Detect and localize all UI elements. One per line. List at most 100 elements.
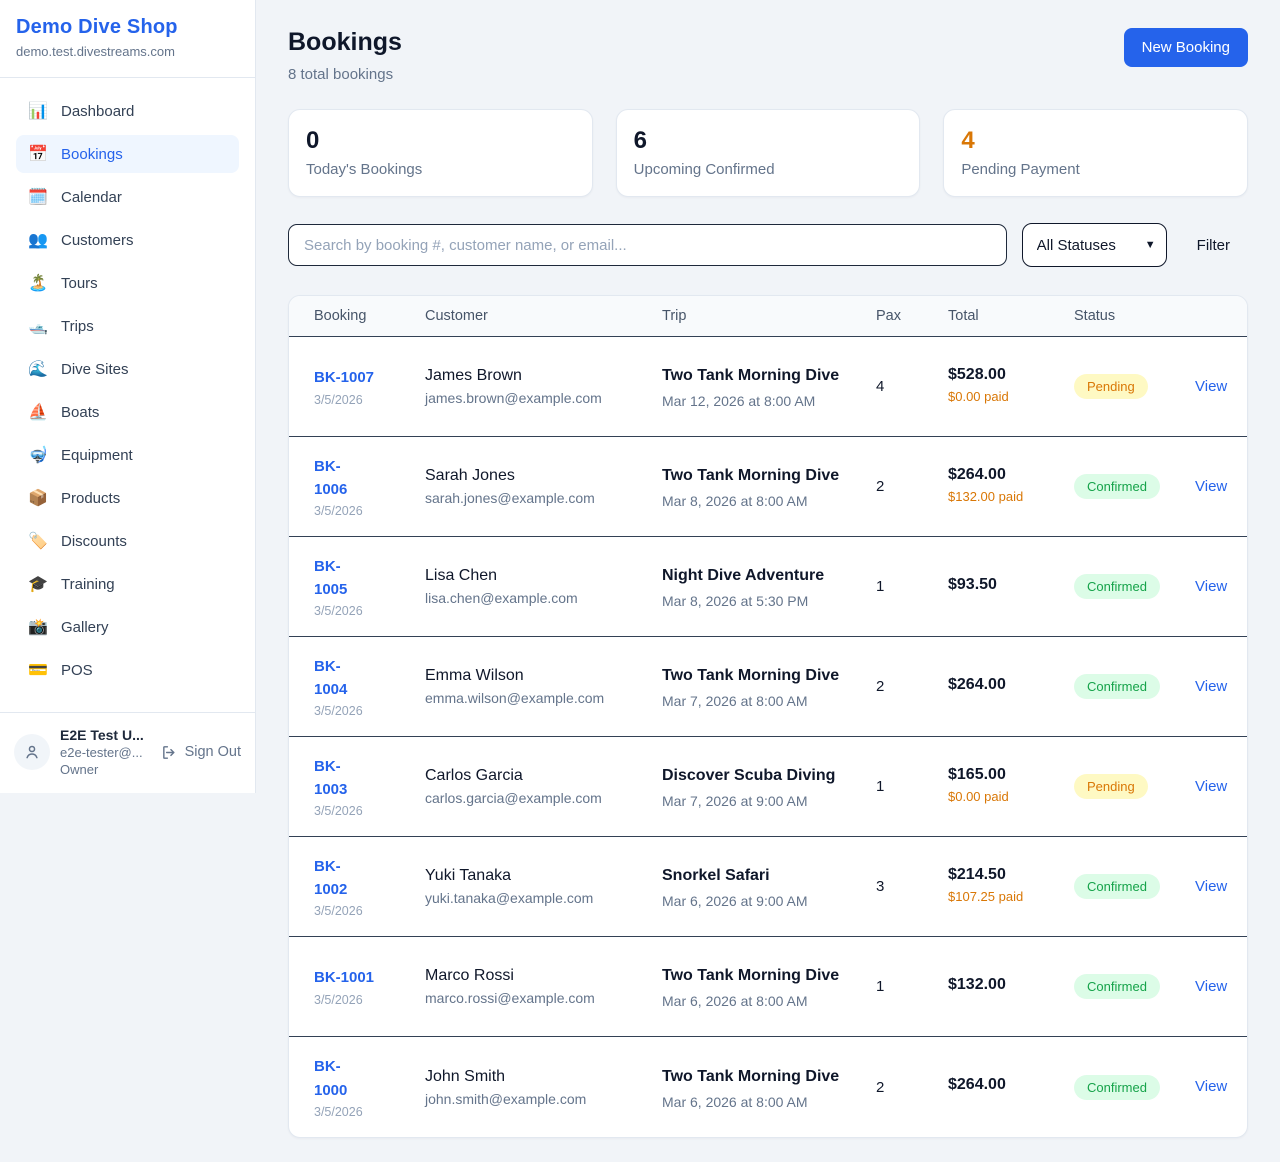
status-badge: Pending [1074,374,1148,399]
view-link[interactable]: View [1195,777,1228,795]
graduation-cap-icon: 🎓 [28,576,48,593]
sidebar-nav-item[interactable]: 👥 Customers [16,221,239,259]
customer-email: carlos.garcia@example.com [425,790,602,806]
total-amount: $528.00 [948,366,1006,384]
sidebar-nav-item[interactable]: 🌊 Dive Sites [16,350,239,388]
sidebar-nav-item[interactable]: 📸 Gallery [16,608,239,646]
booking-cell: BK- 1002 3/5/2026 [314,855,425,919]
shop-name: Demo Dive Shop [16,16,178,38]
nav-item-label: Gallery [61,618,109,636]
stat-card: 4 Pending Payment [943,109,1248,197]
sidebar-user-footer: E2E Test U... e2e-tester@... Owner Sign … [0,712,255,793]
sidebar-nav-item[interactable]: 📦 Products [16,479,239,517]
sidebar-nav-item[interactable]: 📅 Bookings [16,135,239,173]
trip-cell: Two Tank Morning Dive Mar 6, 2026 at 8:0… [662,964,876,1009]
trip-datetime: Mar 7, 2026 at 8:00 AM [662,693,808,709]
page-header: Bookings 8 total bookings New Booking [288,28,1248,83]
booking-date: 3/5/2026 [314,604,363,619]
sidebar-nav-item[interactable]: 🛥️ Trips [16,307,239,345]
booking-cell: BK-1007 3/5/2026 [314,366,425,406]
nav-item-label: Bookings [61,145,123,163]
filter-button[interactable]: Filter [1196,236,1230,254]
nav-item-label: POS [61,661,93,679]
customer-name: James Brown [425,367,522,384]
booking-id-link[interactable]: BK-1001 [314,969,375,987]
stat-card: 0 Today's Bookings [288,109,593,197]
customer-email: emma.wilson@example.com [425,690,605,706]
trip-cell: Snorkel Safari Mar 6, 2026 at 9:00 AM [662,864,876,909]
view-link[interactable]: View [1195,977,1228,995]
stat-label: Today's Bookings [306,161,423,178]
table-row: BK- 1000 3/5/2026 John Smith john.smith@… [289,1037,1247,1137]
sidebar-nav-item[interactable]: 🗓️ Calendar [16,178,239,216]
sidebar-nav-item[interactable]: 🏷️ Discounts [16,522,239,560]
nav-item-label: Calendar [61,188,122,206]
user-role: Owner [60,762,99,777]
new-booking-button[interactable]: New Booking [1123,28,1248,67]
table-row: BK- 1003 3/5/2026 Carlos Garcia carlos.g… [289,737,1247,837]
sidebar-nav-item[interactable]: ⛵ Boats [16,393,239,431]
customer-email: lisa.chen@example.com [425,590,578,606]
status-cell: Confirmed [1074,874,1195,899]
trip-cell: Two Tank Morning Dive Mar 7, 2026 at 8:0… [662,664,876,709]
booking-id-link[interactable]: BK-1007 [314,369,375,387]
sidebar-nav-item[interactable]: 🤿 Equipment [16,436,239,474]
booking-cell: BK- 1000 3/5/2026 [314,1055,425,1119]
sign-out-label: Sign Out [184,744,241,760]
customer-name: John Smith [425,1067,506,1085]
view-link[interactable]: View [1195,877,1228,895]
action-cell: View [1195,478,1241,496]
booking-id-link[interactable]: BK- 1005 [314,557,348,598]
booking-id-link[interactable]: BK- 1000 [314,1058,348,1099]
calendar-icon: 📅 [28,146,48,163]
view-link[interactable]: View [1195,477,1228,495]
nav-item-label: Customers [61,231,134,249]
view-link[interactable]: View [1195,677,1228,695]
booking-id-link[interactable]: BK- 1002 [314,857,348,898]
booking-date: 3/5/2026 [314,904,363,919]
trip-datetime: Mar 7, 2026 at 9:00 AM [662,793,808,809]
nav-item-label: Trips [61,317,94,335]
camera-icon: 📸 [28,619,48,636]
table-row: BK- 1006 3/5/2026 Sarah Jones sarah.jone… [289,437,1247,537]
search-input[interactable] [288,224,1007,266]
stat-value: 4 [961,127,975,154]
user-name: E2E Test U... [60,727,144,743]
people-icon: 👥 [28,232,48,249]
trip-name: Night Dive Adventure [662,567,825,584]
paid-amount: $0.00 paid [948,389,1009,405]
sidebar-nav-item[interactable]: 🏝️ Tours [16,264,239,302]
customer-cell: Sarah Jones sarah.jones@example.com [425,467,662,506]
sidebar-nav-item[interactable]: 📊 Dashboard [16,92,239,130]
status-cell: Confirmed [1074,1074,1195,1100]
status-cell: Pending [1074,774,1195,799]
total-amount: $214.50 [948,866,1006,884]
sidebar-nav-item[interactable]: 💳 POS [16,651,239,689]
status-badge: Confirmed [1074,974,1160,999]
status-select[interactable]: All Statuses [1021,223,1167,267]
view-link[interactable]: View [1195,1078,1228,1095]
booking-id-link[interactable]: BK- 1006 [314,457,348,498]
view-link[interactable]: View [1195,377,1228,395]
status-badge: Confirmed [1074,574,1160,599]
booking-date: 3/5/2026 [314,804,363,819]
booking-id-link[interactable]: BK- 1003 [314,757,348,798]
trip-datetime: Mar 6, 2026 at 8:00 AM [662,1093,808,1110]
trip-cell: Night Dive Adventure Mar 8, 2026 at 5:30… [662,564,876,609]
booking-id-link[interactable]: BK- 1004 [314,657,348,698]
nav-item-label: Tours [61,274,98,292]
table-row: BK- 1005 3/5/2026 Lisa Chen lisa.chen@ex… [289,537,1247,637]
total-amount: $264.00 [948,1076,1006,1093]
view-link[interactable]: View [1195,577,1228,595]
table-row: BK- 1002 3/5/2026 Yuki Tanaka yuki.tanak… [289,837,1247,937]
total-amount: $132.00 [948,975,1006,993]
trip-name: Discover Scuba Diving [662,767,836,784]
total-cell: $93.50 [948,576,1074,598]
sidebar: Demo Dive Shop demo.test.divestreams.com… [0,0,256,793]
total-amount: $264.00 [948,675,1006,693]
sidebar-nav-item[interactable]: 🎓 Training [16,565,239,603]
paid-amount: $107.25 paid [948,889,1024,905]
table-column-header: Customer [425,308,488,324]
pax-cell: 1 [876,978,885,995]
sign-out-button[interactable]: Sign Out [161,744,241,761]
